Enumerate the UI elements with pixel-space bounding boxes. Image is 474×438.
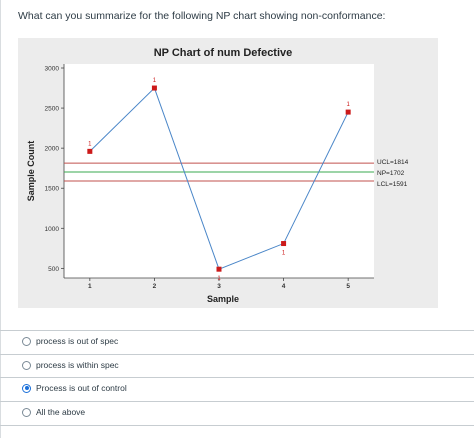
radio-within-spec[interactable]: [22, 360, 31, 370]
radio-out-of-spec[interactable]: [22, 336, 31, 346]
option-label: process is out of spec: [36, 336, 119, 346]
np-chart-svg: NP Chart of num Defective 500 1000 1500 2000…: [18, 38, 438, 308]
x-axis-label: Sample: [207, 294, 239, 304]
option-divider: [0, 354, 474, 355]
y-tick-label: 1500: [45, 186, 60, 193]
y-tick-label: 2500: [45, 106, 60, 113]
x-tick-label: 1: [88, 283, 92, 290]
point-label: 1: [88, 141, 92, 147]
point-label: 1: [217, 276, 221, 282]
y-tick-label: 1000: [45, 226, 60, 233]
option-label: All the above: [36, 407, 86, 417]
control-label-np: NP=1702: [377, 170, 405, 177]
x-tick-label: 3: [217, 283, 221, 290]
plot-area: [64, 64, 374, 278]
option-out-of-spec[interactable]: process is out of spec: [22, 336, 118, 346]
data-point: [345, 109, 351, 115]
option-divider: [0, 377, 474, 378]
data-point: [151, 85, 157, 91]
data-point: [281, 241, 287, 247]
x-tick-label: 5: [346, 283, 350, 290]
chart-title: NP Chart of num Defective: [154, 47, 293, 59]
option-out-of-control[interactable]: Process is out of control: [22, 383, 127, 393]
option-divider: [0, 401, 474, 402]
y-axis-label: Sample Count: [26, 141, 36, 202]
option-within-spec[interactable]: process is within spec: [22, 360, 119, 370]
y-tick-label: 2000: [45, 146, 60, 153]
data-point: [87, 148, 93, 154]
x-tick-label: 4: [282, 283, 286, 290]
option-label: Process is out of control: [36, 383, 127, 393]
x-tick-label: 2: [153, 283, 157, 290]
point-label: 1: [346, 102, 350, 108]
point-label: 1: [282, 251, 286, 257]
y-tick-label: 3000: [45, 66, 60, 73]
data-point: [216, 266, 222, 272]
option-divider: [0, 425, 474, 426]
question-text: What can you summarize for the following…: [18, 10, 386, 22]
option-all-above[interactable]: All the above: [22, 407, 85, 417]
control-label-ucl: UCL=1814: [377, 159, 409, 166]
control-label-lcl: LCL=1591: [377, 181, 408, 188]
option-divider: [0, 330, 474, 331]
radio-all-above[interactable]: [22, 407, 31, 417]
point-label: 1: [153, 78, 157, 84]
panel-left-border: [0, 0, 1, 438]
radio-out-of-control[interactable]: [22, 383, 31, 393]
option-label: process is within spec: [36, 360, 119, 370]
y-tick-label: 500: [48, 266, 59, 273]
np-chart: NP Chart of num Defective 500 1000 1500 2000…: [18, 38, 438, 308]
